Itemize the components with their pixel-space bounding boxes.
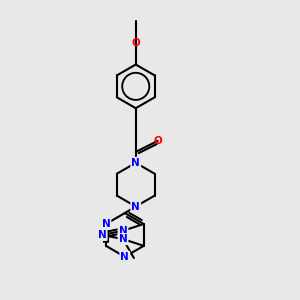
- Text: O: O: [153, 136, 162, 146]
- Text: N: N: [131, 158, 140, 168]
- Text: N: N: [118, 226, 127, 236]
- Text: O: O: [131, 38, 140, 48]
- Text: N: N: [131, 202, 140, 212]
- Text: N: N: [98, 230, 106, 240]
- Text: N: N: [121, 252, 129, 262]
- Text: N: N: [118, 234, 127, 244]
- Text: N: N: [101, 219, 110, 229]
